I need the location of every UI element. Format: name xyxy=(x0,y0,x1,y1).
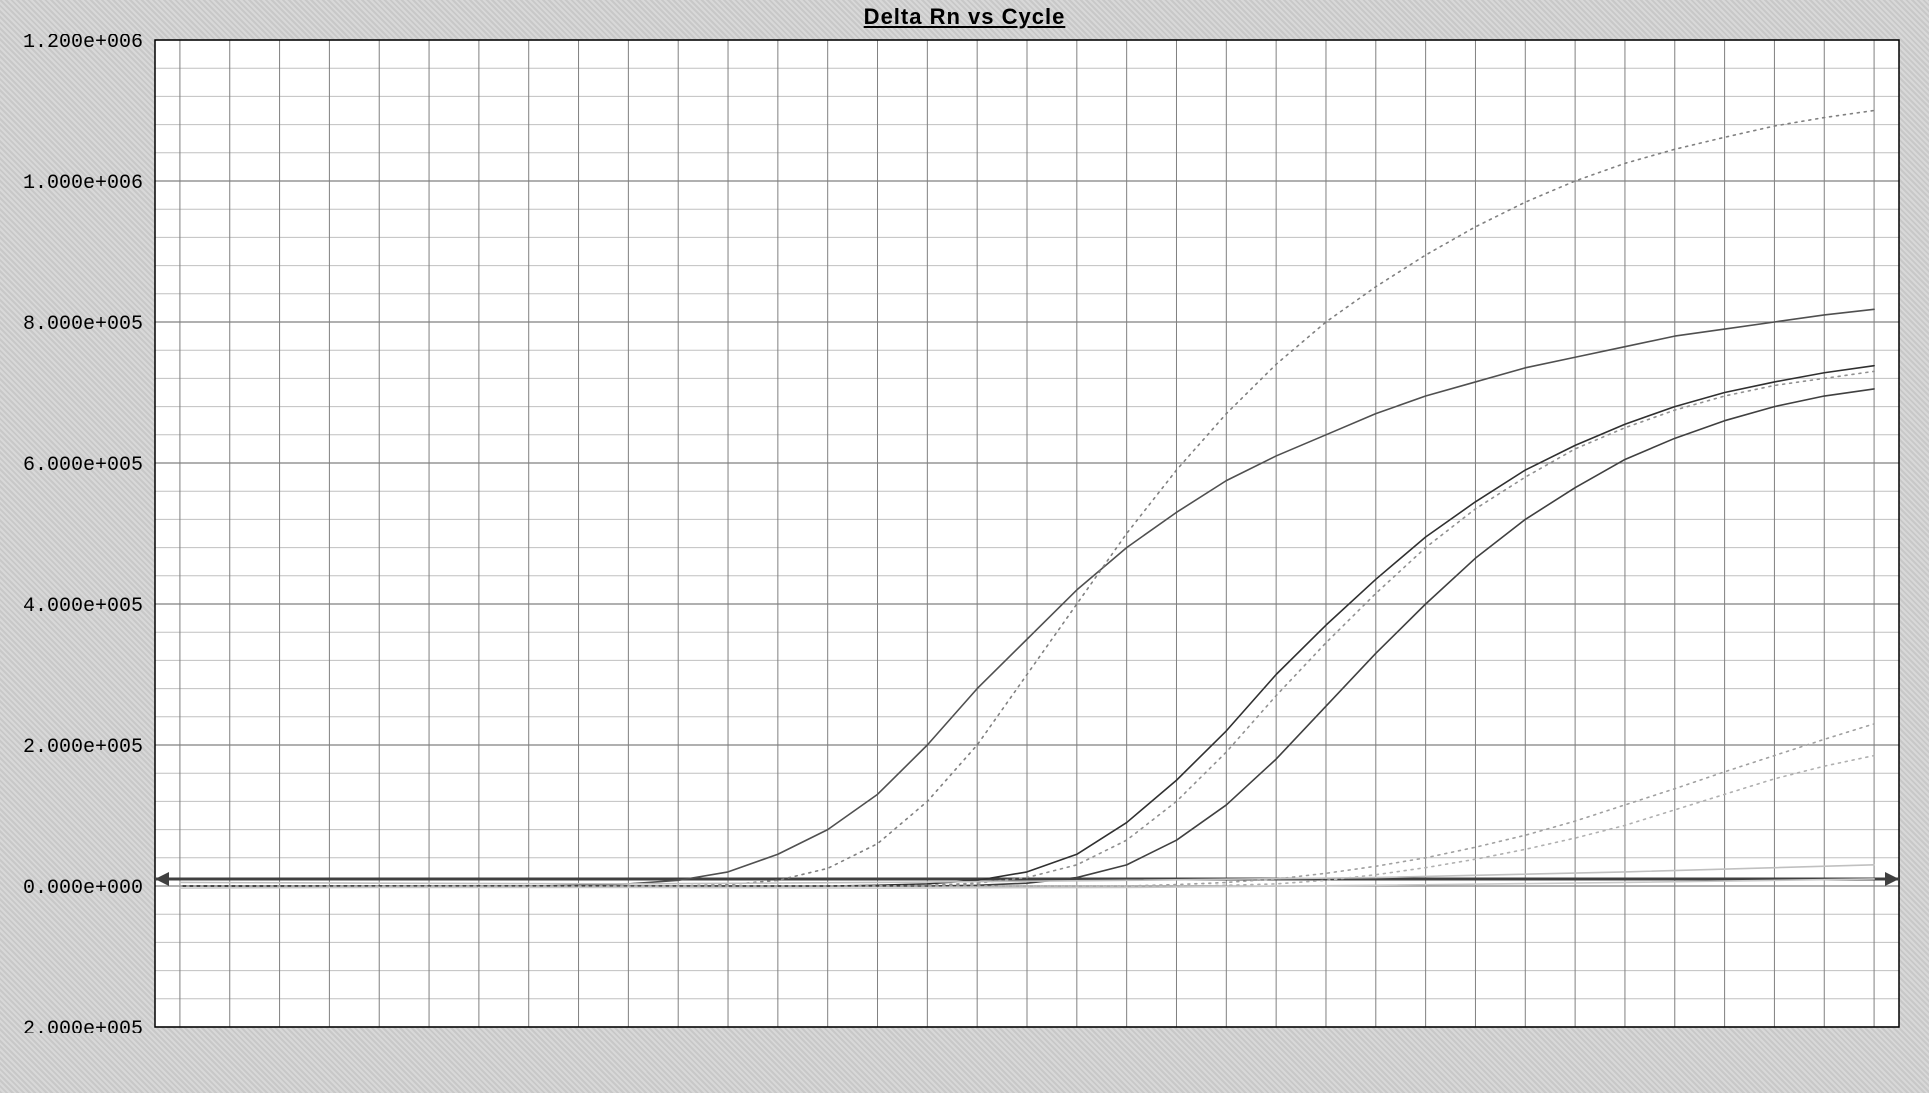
ytick-label: 8.000e+005 xyxy=(23,313,143,336)
ytick-label: 1.000e+006 xyxy=(23,172,143,195)
plot-area: -2.000e+005 0.000e+000 2.000e+005 4.000e+00… xyxy=(20,34,1909,1033)
ytick-label: 0.000e+000 xyxy=(23,877,143,900)
ytick-label: 1.200e+006 xyxy=(23,34,143,54)
ytick-label: 2.000e+005 xyxy=(23,736,143,759)
app-frame: Delta Rn vs Cycle -2.000e+005 0.000e+000 2… xyxy=(0,0,1929,1093)
ytick-label: 4.000e+005 xyxy=(23,595,143,618)
ytick-label: 6.000e+005 xyxy=(23,454,143,477)
ytick-label: -2.000e+005 xyxy=(20,1018,143,1033)
chart-title: Delta Rn vs Cycle xyxy=(864,4,1066,30)
chart-svg: -2.000e+005 0.000e+000 2.000e+005 4.000e+00… xyxy=(20,34,1909,1033)
